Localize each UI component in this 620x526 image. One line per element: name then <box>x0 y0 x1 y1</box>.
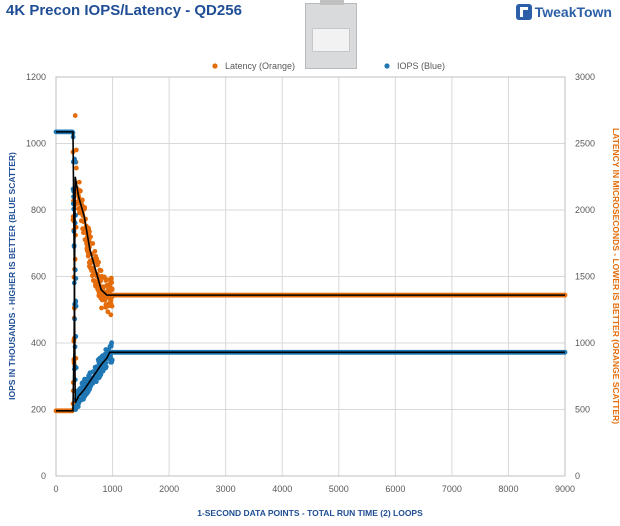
y-right-tick-label: 0 <box>575 471 580 481</box>
y-left-tick-label: 800 <box>31 205 46 215</box>
scatter-point-latency <box>80 226 86 232</box>
scatter-point-latency <box>93 281 98 287</box>
x-tick-label: 1000 <box>103 484 123 494</box>
scatter-point-latency <box>82 205 88 210</box>
x-tick-label: 5000 <box>329 484 349 494</box>
legend: Latency (Orange) IOPS (Blue) <box>212 61 445 71</box>
scatter-point-latency <box>95 262 100 268</box>
legend-marker-latency <box>212 63 218 69</box>
y-right-tick-label: 2000 <box>575 205 595 215</box>
scatter-point-latency <box>98 295 104 301</box>
scatter-point-iops <box>97 355 103 361</box>
scatter-point-iops <box>103 365 109 371</box>
scatter-point-latency <box>89 273 95 279</box>
scatter-point-iops <box>106 347 112 353</box>
trend-lines <box>56 131 565 412</box>
scatter-point-latency <box>73 147 79 153</box>
scatter-point-iops <box>87 370 93 376</box>
scatter-point-iops <box>109 340 115 346</box>
scatter-point-latency <box>104 295 110 300</box>
y-axis-label-left: IOPS IN THOUSANDS - HIGHER IS BETTER (BL… <box>7 152 17 400</box>
scatter-point-latency <box>96 290 102 295</box>
trend-line-latency <box>56 176 565 412</box>
scatter-point-latency <box>90 278 96 283</box>
tweaktown-logo-icon <box>515 4 532 20</box>
legend-marker-iops <box>384 63 390 69</box>
scatter-point-latency <box>78 218 84 224</box>
scatter-point-iops <box>82 393 87 399</box>
legend-label-iops: IOPS (Blue) <box>397 61 445 71</box>
scatter-point-latency <box>106 288 112 294</box>
chart-grid <box>55 76 566 477</box>
scatter-point-iops <box>77 386 83 392</box>
scatter-point-iops <box>99 368 105 373</box>
x-tick-label: 0 <box>53 484 58 494</box>
x-tick-label: 6000 <box>385 484 405 494</box>
trend-line-iops <box>56 131 565 404</box>
y-left-tick-label: 1000 <box>26 139 46 149</box>
y-left-tick-label: 1200 <box>26 72 46 82</box>
scatter-point-latency <box>108 312 114 318</box>
x-tick-label: 9000 <box>555 484 575 494</box>
x-tick-label: 8000 <box>498 484 518 494</box>
scatter-point-latency <box>73 165 79 171</box>
scatter-layer <box>53 113 568 414</box>
y-right-tick-label: 2500 <box>575 139 595 149</box>
y-left-tick-label: 200 <box>31 405 46 415</box>
y-right-tick-label: 1500 <box>575 272 595 282</box>
scatter-point-iops <box>93 379 99 385</box>
scatter-point-iops <box>81 379 87 384</box>
scatter-point-iops <box>73 159 78 165</box>
scatter-point-latency <box>86 260 92 265</box>
scatter-point-latency <box>99 273 105 279</box>
logo-text: TweakTown <box>534 4 612 20</box>
x-axis-label: 1-SECOND DATA POINTS - TOTAL RUN TIME (2… <box>197 508 423 518</box>
tweaktown-logo: TweakTown <box>515 4 612 20</box>
plot-frame <box>55 76 566 477</box>
y-left-tick-label: 600 <box>31 272 46 282</box>
scatter-point-iops <box>87 387 92 392</box>
x-tick-label: 2000 <box>159 484 179 494</box>
axis-ticks: 0 1000 2000 3000 4000 5000 6000 7000 8000 9000020… <box>26 72 595 494</box>
y-left-tick-label: 400 <box>31 338 46 348</box>
scatter-point-latency <box>98 268 104 274</box>
scatter-point-latency <box>90 241 96 246</box>
chart-title: 4K Precon IOPS/Latency - QD256 <box>6 2 242 19</box>
scatter-point-latency <box>109 280 115 285</box>
y-left-tick-label: 0 <box>41 471 46 481</box>
scatter-point-latency <box>108 301 114 307</box>
scatter-point-latency <box>72 113 78 118</box>
scatter-point-iops <box>109 358 114 364</box>
y-right-tick-label: 1000 <box>575 338 595 348</box>
scatter-point-latency <box>85 253 91 259</box>
scatter-point-latency <box>99 305 104 311</box>
legend-label-latency: Latency (Orange) <box>225 61 295 71</box>
scatter-point-latency <box>103 304 109 310</box>
scatter-point-latency <box>92 248 98 254</box>
product-image <box>305 0 357 69</box>
y-axis-label-right: LATENCY IN MICROSECONDS - LOWER IS BETTE… <box>611 128 620 424</box>
x-tick-label: 4000 <box>272 484 292 494</box>
x-tick-label: 7000 <box>442 484 462 494</box>
scatter-point-latency <box>103 278 109 283</box>
scatter-point-latency <box>90 267 95 272</box>
scatter-point-latency <box>105 309 111 315</box>
y-right-tick-label: 500 <box>575 405 590 415</box>
scatter-point-latency <box>76 179 82 185</box>
x-tick-label: 3000 <box>216 484 236 494</box>
scatter-point-iops <box>73 407 78 413</box>
y-right-tick-label: 3000 <box>575 72 595 82</box>
